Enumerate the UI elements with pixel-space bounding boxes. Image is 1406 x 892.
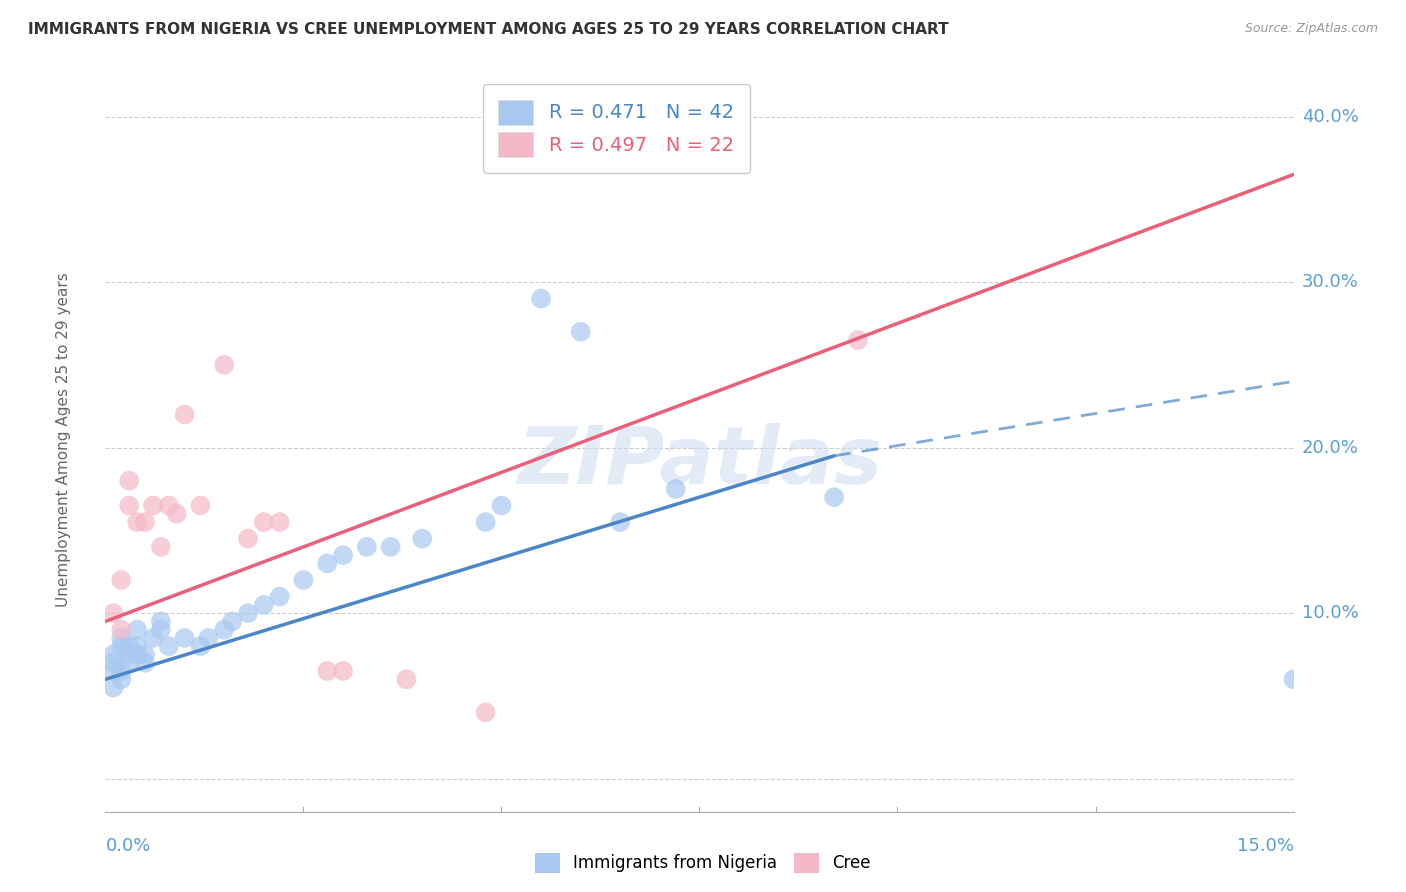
Point xyxy=(110,673,132,687)
Point xyxy=(269,515,291,529)
Point xyxy=(103,648,125,662)
Point xyxy=(173,631,195,645)
Point xyxy=(110,664,132,678)
Text: ZIPatlas: ZIPatlas xyxy=(517,423,882,500)
Point xyxy=(269,590,291,604)
Point xyxy=(142,499,165,513)
Point xyxy=(166,507,188,521)
Point xyxy=(149,615,172,629)
Point xyxy=(110,631,132,645)
Point xyxy=(823,490,845,504)
Text: 0.0%: 0.0% xyxy=(105,837,150,855)
Point xyxy=(214,623,236,637)
Point xyxy=(332,664,354,678)
Text: 30.0%: 30.0% xyxy=(1302,273,1358,291)
Point xyxy=(118,499,141,513)
Legend: Immigrants from Nigeria, Cree: Immigrants from Nigeria, Cree xyxy=(529,847,877,880)
Point xyxy=(103,681,125,695)
Point xyxy=(356,540,378,554)
Point xyxy=(110,623,132,637)
Point xyxy=(103,664,125,678)
Text: Source: ZipAtlas.com: Source: ZipAtlas.com xyxy=(1244,22,1378,36)
Point xyxy=(221,615,243,629)
Point xyxy=(609,515,631,529)
Point xyxy=(491,499,513,513)
Point xyxy=(118,656,141,670)
Point xyxy=(530,292,553,306)
Point xyxy=(118,639,141,653)
Point xyxy=(127,639,149,653)
Point xyxy=(127,648,149,662)
Point xyxy=(103,606,125,620)
Text: 20.0%: 20.0% xyxy=(1302,439,1358,457)
Text: 10.0%: 10.0% xyxy=(1302,604,1358,622)
Point xyxy=(569,325,592,339)
Point xyxy=(157,639,180,653)
Point xyxy=(134,515,156,529)
Point xyxy=(127,515,149,529)
Point xyxy=(316,557,339,571)
Point xyxy=(236,606,259,620)
Point xyxy=(395,673,418,687)
Point xyxy=(846,333,869,347)
Point xyxy=(316,664,339,678)
Point xyxy=(292,573,315,587)
Text: 15.0%: 15.0% xyxy=(1236,837,1294,855)
Point xyxy=(118,474,141,488)
Point xyxy=(110,639,132,653)
Point xyxy=(190,639,212,653)
Point xyxy=(380,540,402,554)
Point xyxy=(411,532,433,546)
Point xyxy=(134,656,156,670)
Point xyxy=(149,623,172,637)
Point xyxy=(134,648,156,662)
Point xyxy=(474,706,496,720)
Point xyxy=(474,515,496,529)
Point xyxy=(127,623,149,637)
Point xyxy=(110,573,132,587)
Text: Unemployment Among Ages 25 to 29 years: Unemployment Among Ages 25 to 29 years xyxy=(56,272,72,607)
Point xyxy=(253,598,276,612)
Point xyxy=(214,358,236,372)
Point xyxy=(332,548,354,562)
Point xyxy=(190,499,212,513)
Point xyxy=(149,540,172,554)
Legend: R = 0.471   N = 42, R = 0.497   N = 22: R = 0.471 N = 42, R = 0.497 N = 22 xyxy=(482,84,749,173)
Point xyxy=(236,532,259,546)
Point xyxy=(118,648,141,662)
Point xyxy=(253,515,276,529)
Point xyxy=(197,631,219,645)
Point xyxy=(173,408,195,422)
Point xyxy=(103,656,125,670)
Point xyxy=(1282,673,1305,687)
Text: 40.0%: 40.0% xyxy=(1302,108,1358,126)
Point xyxy=(142,631,165,645)
Point xyxy=(157,499,180,513)
Point xyxy=(665,482,688,496)
Text: IMMIGRANTS FROM NIGERIA VS CREE UNEMPLOYMENT AMONG AGES 25 TO 29 YEARS CORRELATI: IMMIGRANTS FROM NIGERIA VS CREE UNEMPLOY… xyxy=(28,22,949,37)
